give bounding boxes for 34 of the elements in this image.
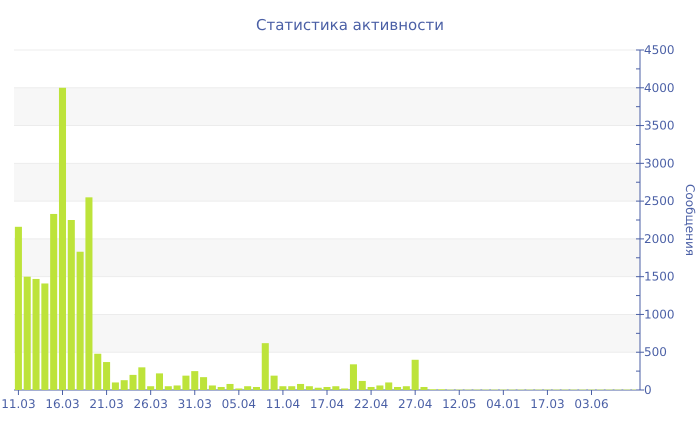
y-tick-label: 4000: [644, 80, 675, 95]
bar: [156, 373, 164, 390]
bar: [130, 374, 137, 390]
x-tick-label: 31.03: [178, 397, 212, 411]
y-tick-label: 4500: [644, 43, 675, 57]
y-tick-label: 500: [644, 345, 667, 360]
y-tick-label: 1500: [644, 270, 675, 284]
x-tick-label: 04.01: [486, 397, 521, 411]
bar: [226, 384, 234, 390]
x-tick-label: 17.04: [310, 397, 344, 411]
y-tick-label: 0: [644, 383, 652, 397]
y-tick-label: 2500: [644, 194, 675, 208]
x-tick-label: 12.05: [442, 397, 476, 411]
bar: [323, 386, 331, 390]
x-tick-label: 11.04: [266, 397, 300, 411]
y-axis-title: Сообщения: [683, 184, 697, 256]
x-tick-label: 03.06: [574, 397, 609, 411]
y-tick-label: 1000: [644, 307, 675, 322]
x-tick-label: 22.04: [354, 397, 388, 411]
x-tick-label: 27.04: [398, 397, 432, 411]
bar: [252, 386, 260, 390]
x-tick-label: 17.03: [530, 397, 565, 411]
x-tick-label: 16.03: [45, 397, 80, 411]
y-tick-label: 2000: [644, 232, 675, 246]
x-tick-label: 11.03: [1, 397, 36, 411]
y-tick-label: 3000: [644, 156, 675, 170]
x-tick-label: 05.04: [222, 397, 256, 411]
x-tick-label: 21.03: [89, 397, 124, 411]
y-tick-label: 3500: [644, 118, 675, 133]
chart-title: Статистика активности: [256, 16, 444, 34]
bar: [394, 386, 402, 390]
bar: [58, 88, 66, 390]
bar: [420, 386, 428, 390]
x-tick-label: 26.03: [133, 397, 168, 411]
